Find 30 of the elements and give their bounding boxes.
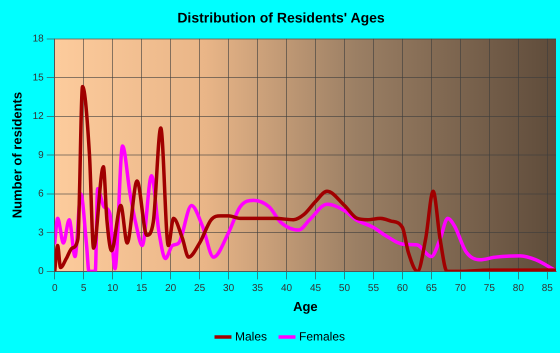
y-tick-label: 9 <box>38 150 44 161</box>
x-tick-label: 45 <box>310 283 322 294</box>
y-axis-title: Number of residents <box>9 92 24 218</box>
x-tick-label: 10 <box>107 283 119 294</box>
x-tick-label: 5 <box>80 283 87 294</box>
x-tick-label: 80 <box>512 283 524 294</box>
y-tick-label: 6 <box>38 188 44 200</box>
legend-label: Males <box>234 329 268 344</box>
y-tick-label: 15 <box>32 72 44 84</box>
x-tick-label: 20 <box>165 283 177 294</box>
x-tick-label: 65 <box>426 283 438 294</box>
x-tick-label: 0 <box>52 283 58 294</box>
y-tick-label: 0 <box>38 266 44 278</box>
x-tick-label: 75 <box>484 283 496 294</box>
y-tick-label: 3 <box>38 227 44 238</box>
x-tick-label: 55 <box>368 283 380 294</box>
x-tick-label: 25 <box>194 283 206 294</box>
y-tick-label: 18 <box>32 34 44 45</box>
x-tick-label: 40 <box>280 283 293 294</box>
chart-title: Distribution of Residents' Ages <box>177 9 385 26</box>
x-tick-label: 60 <box>396 283 408 294</box>
x-tick-label: 85 <box>542 283 554 294</box>
x-tick-label: 30 <box>223 283 235 294</box>
x-tick-label: 50 <box>338 283 350 294</box>
y-tick-label: 12 <box>32 111 44 122</box>
x-axis-title: Age <box>293 298 318 314</box>
x-tick-label: 70 <box>454 283 466 294</box>
x-tick-label: 15 <box>136 283 148 294</box>
legend-label: Females <box>299 329 346 344</box>
x-tick-label: 35 <box>252 283 264 294</box>
